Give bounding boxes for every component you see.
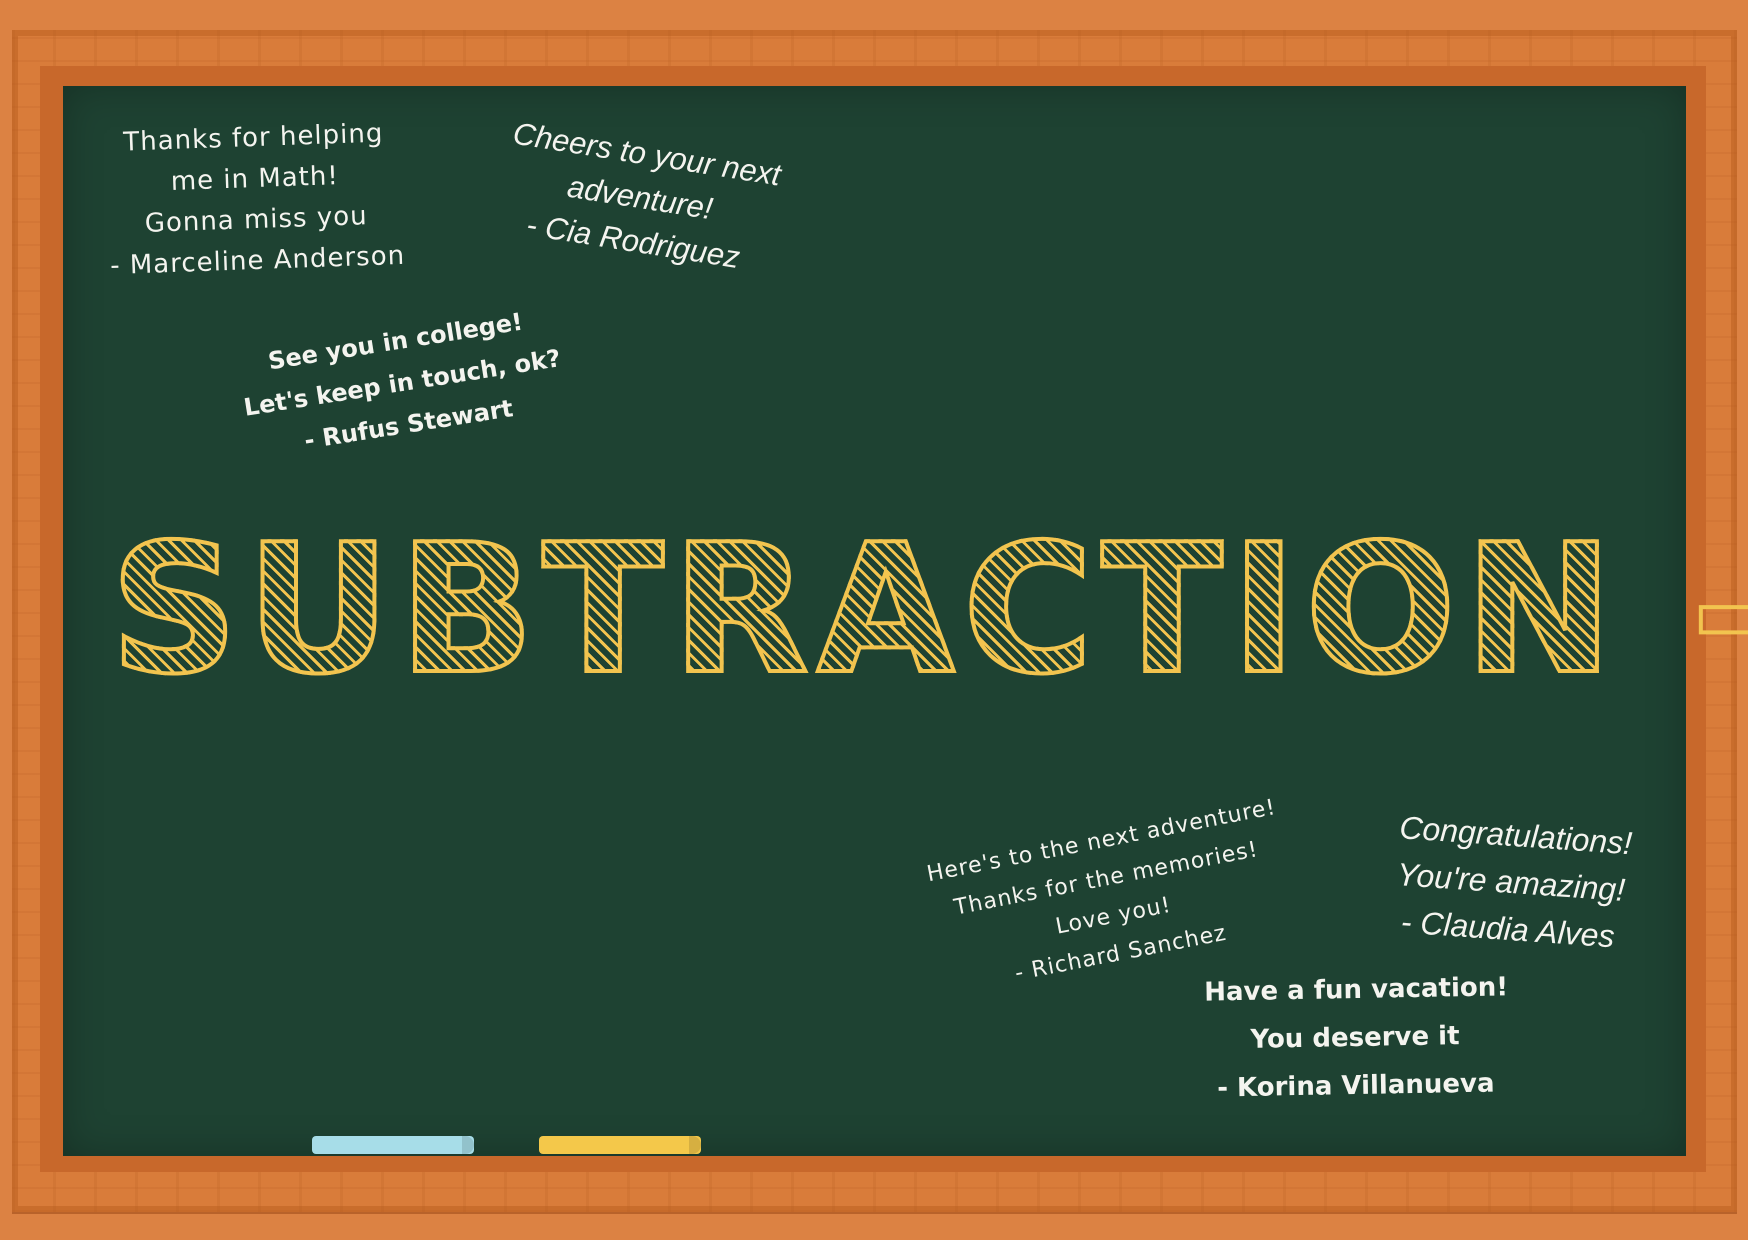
chalkboard	[63, 86, 1686, 1156]
note-korina: Have a fun vacation! You deserve it - Ko…	[1203, 963, 1509, 1112]
note-line: You deserve it	[1250, 1021, 1460, 1055]
blue-chalk-stick	[312, 1136, 474, 1154]
board-title: SUBTRACTION -	[108, 506, 1748, 713]
note-marceline: Thanks for helping me in Math! Gonna mis…	[95, 113, 416, 288]
note-claudia: Congratulations! You're amazing! - Claud…	[1391, 804, 1633, 961]
yellow-chalk-stick	[539, 1136, 701, 1154]
note-line: Have a fun vacation!	[1203, 972, 1509, 1008]
note-signature: - Korina Villanueva	[1216, 1068, 1495, 1104]
